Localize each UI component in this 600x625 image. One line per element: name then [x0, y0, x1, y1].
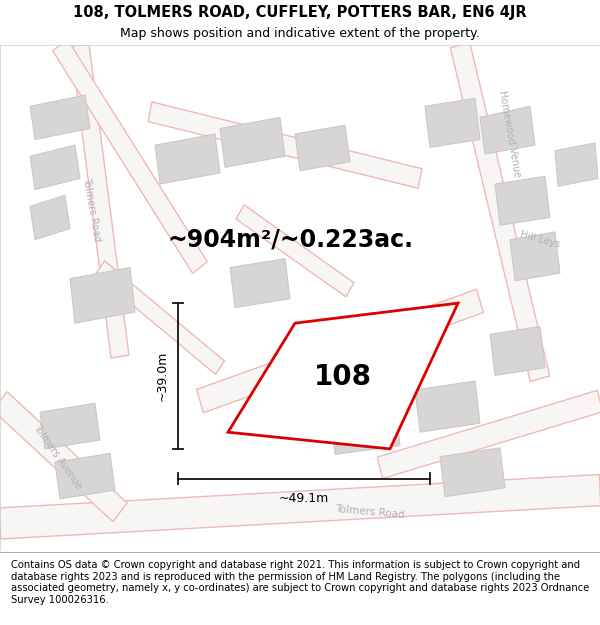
- Polygon shape: [236, 205, 354, 297]
- Polygon shape: [230, 259, 290, 308]
- Text: ~39.0m: ~39.0m: [155, 351, 169, 401]
- Text: Contains OS data © Crown copyright and database right 2021. This information is : Contains OS data © Crown copyright and d…: [11, 560, 589, 605]
- Polygon shape: [495, 176, 550, 225]
- Text: ~49.1m: ~49.1m: [279, 492, 329, 506]
- Polygon shape: [490, 326, 545, 376]
- Polygon shape: [155, 134, 220, 184]
- Polygon shape: [555, 143, 598, 186]
- Polygon shape: [0, 392, 127, 522]
- Text: Hill Leys: Hill Leys: [519, 229, 561, 250]
- Text: Tolmers Avenue: Tolmers Avenue: [32, 422, 84, 491]
- Polygon shape: [95, 261, 224, 374]
- Polygon shape: [71, 44, 129, 358]
- Polygon shape: [30, 145, 80, 189]
- Text: Homewood Venue: Homewood Venue: [302, 361, 388, 397]
- Text: 108, TOLMERS ROAD, CUFFLEY, POTTERS BAR, EN6 4JR: 108, TOLMERS ROAD, CUFFLEY, POTTERS BAR,…: [73, 5, 527, 20]
- Polygon shape: [40, 403, 100, 449]
- Polygon shape: [53, 39, 208, 273]
- Text: Tolmers Road: Tolmers Road: [335, 504, 405, 521]
- Polygon shape: [220, 118, 285, 168]
- Polygon shape: [148, 102, 422, 188]
- Polygon shape: [30, 95, 90, 139]
- Polygon shape: [510, 232, 560, 281]
- Polygon shape: [440, 448, 505, 497]
- Text: ~904m²/~0.223ac.: ~904m²/~0.223ac.: [167, 228, 413, 252]
- Polygon shape: [451, 42, 550, 382]
- Polygon shape: [295, 125, 350, 171]
- Polygon shape: [70, 268, 135, 323]
- Polygon shape: [0, 474, 600, 539]
- Text: Homewood Venue: Homewood Venue: [497, 90, 523, 178]
- Polygon shape: [55, 453, 115, 499]
- Polygon shape: [480, 106, 535, 154]
- Text: Map shows position and indicative extent of the property.: Map shows position and indicative extent…: [120, 28, 480, 40]
- Polygon shape: [377, 390, 600, 479]
- Polygon shape: [30, 195, 70, 240]
- Text: 108: 108: [314, 363, 372, 391]
- Polygon shape: [330, 403, 400, 454]
- Polygon shape: [415, 381, 480, 432]
- Text: Tolmers Road: Tolmers Road: [82, 177, 103, 242]
- Polygon shape: [228, 303, 458, 449]
- Polygon shape: [425, 98, 480, 148]
- Polygon shape: [197, 289, 484, 412]
